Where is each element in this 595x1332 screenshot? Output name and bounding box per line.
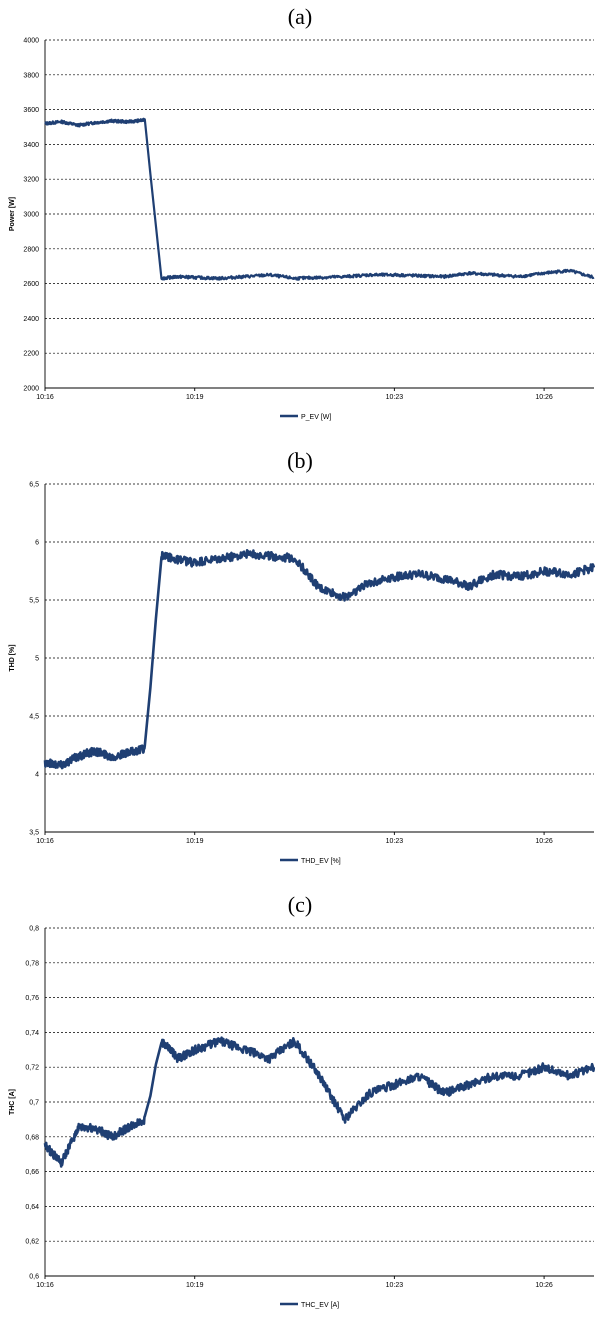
x-tick-label: 10:23 — [386, 394, 404, 401]
y-axis-label: THC [A] — [9, 1089, 16, 1115]
y-tick-label: 3400 — [23, 142, 39, 149]
y-tick-label: 0,68 — [25, 1134, 39, 1141]
series-line — [43, 549, 595, 770]
legend-label: THD_EV [%] — [301, 858, 341, 865]
y-tick-label: 2600 — [23, 281, 39, 288]
panel-label: (b) — [287, 448, 313, 473]
y-tick-label: 4 — [35, 772, 39, 779]
y-tick-label: 2200 — [23, 351, 39, 358]
y-axis-label: THD [%] — [9, 644, 16, 671]
y-tick-label: 5 — [35, 656, 39, 663]
y-tick-label: 2400 — [23, 316, 39, 323]
x-tick-label: 10:26 — [535, 1282, 553, 1289]
y-tick-label: 2800 — [23, 246, 39, 253]
x-tick-label: 10:16 — [36, 1282, 54, 1289]
chart-c: (c) 0,6 0,62 0,64 0,66 0,68 0,7 0,72 0,74 0,76 0,7… — [9, 892, 595, 1309]
x-tick-label: 10:16 — [36, 394, 54, 401]
y-tick-label: 0,8 — [29, 926, 39, 933]
y-tick-label: 3200 — [23, 177, 39, 184]
y-tick-label: 0,78 — [25, 960, 39, 967]
chart-a: (a) 2000 2200 2400 2600 2800 3000 3200 3400 3600 3… — [9, 4, 595, 421]
y-tick-label: 3000 — [23, 212, 39, 219]
y-tick-label: 4,5 — [29, 714, 39, 721]
legend-label: P_EV [W] — [301, 414, 331, 421]
x-tick-label: 10:16 — [36, 838, 54, 845]
y-tick-label: 0,64 — [25, 1204, 39, 1211]
x-tick-label: 10:19 — [186, 1282, 204, 1289]
x-tick-label: 10:19 — [186, 394, 204, 401]
y-tick-label: 0,74 — [25, 1030, 39, 1037]
x-tick-label: 10:19 — [186, 838, 204, 845]
y-tick-label: 0,72 — [25, 1065, 39, 1072]
panel-label: (a) — [288, 4, 312, 29]
y-tick-label: 0,7 — [29, 1100, 39, 1107]
chart-panel-a: (a) 2000 2200 2400 2600 2800 3000 3200 3400 3600 3… — [0, 0, 595, 444]
x-tick-label: 10:23 — [386, 838, 404, 845]
y-axis-label: Power [W] — [9, 197, 16, 231]
x-tick-label: 10:26 — [535, 838, 553, 845]
series-line — [43, 1036, 595, 1168]
chart-panel-b: (b) 3,5 4 4,5 5 5,5 6 6,5 10:16 10:19 10:23 10:26 TH… — [0, 444, 595, 888]
x-tick-label: 10:23 — [386, 1282, 404, 1289]
y-tick-label: 0,6 — [29, 1274, 39, 1281]
panel-label: (c) — [288, 892, 312, 917]
y-tick-label: 3800 — [23, 72, 39, 79]
legend-label: THC_EV [A] — [301, 1302, 339, 1309]
y-tick-label: 6,5 — [29, 482, 39, 489]
y-tick-label: 6 — [35, 540, 39, 547]
series-line — [44, 117, 595, 281]
y-tick-label: 3600 — [23, 107, 39, 114]
y-tick-label: 0,76 — [25, 995, 39, 1002]
chart-panel-c: (c) 0,6 0,62 0,64 0,66 0,68 0,7 0,72 0,74 0,76 0,7… — [0, 888, 595, 1332]
y-tick-label: 3,5 — [29, 830, 39, 837]
chart-b: (b) 3,5 4 4,5 5 5,5 6 6,5 10:16 10:19 10:23 10:26 TH… — [9, 448, 595, 865]
y-tick-label: 2000 — [23, 386, 39, 393]
y-tick-label: 4000 — [23, 38, 39, 45]
y-tick-label: 0,62 — [25, 1239, 39, 1246]
y-tick-label: 0,66 — [25, 1169, 39, 1176]
x-tick-label: 10:26 — [535, 394, 553, 401]
y-tick-label: 5,5 — [29, 598, 39, 605]
